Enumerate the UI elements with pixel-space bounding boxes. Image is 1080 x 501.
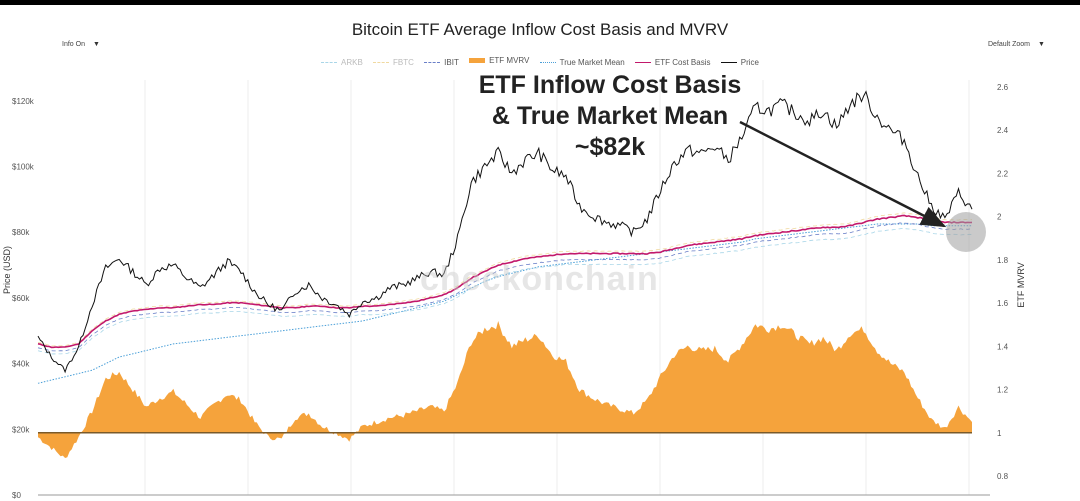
- highlight-circle: [946, 212, 986, 252]
- etf-mvrv-area: [38, 321, 972, 458]
- chevron-down-icon: ▼: [92, 41, 100, 48]
- legend-swatch: [424, 62, 441, 63]
- annotation-line-2: & True Market Mean: [491, 102, 729, 130]
- chart-legend: ARKB FBTC IBIT ETF MVRV True Market Mean…: [0, 56, 1080, 67]
- info-toggle-label: Info On: [62, 41, 85, 48]
- legend-label: Price: [740, 58, 759, 67]
- left-tick-label: $40k: [12, 360, 30, 369]
- legend-label: ETF MVRV: [489, 56, 530, 65]
- chart-title: Bitcoin ETF Average Inflow Cost Basis an…: [351, 20, 729, 39]
- info-toggle[interactable]: Info On ▼: [62, 41, 100, 48]
- left-tick-label: $60k: [12, 294, 30, 303]
- left-tick-label: $0: [12, 491, 21, 500]
- legend-label: FBTC: [393, 58, 414, 67]
- fbtc-line: [37, 212, 973, 347]
- legend-item-etf-mvrv[interactable]: ETF MVRV: [469, 56, 529, 65]
- legend-item-price[interactable]: Price: [720, 58, 759, 67]
- right-tick-label: 1.8: [997, 256, 1009, 265]
- left-axis: $0 $20k $40k $60k $80k $100k $120k: [12, 97, 35, 500]
- legend-swatch: [321, 62, 338, 63]
- legend-item-ibit[interactable]: IBIT: [424, 58, 459, 67]
- left-tick-label: $120k: [12, 97, 35, 106]
- left-tick-label: $20k: [12, 425, 30, 434]
- annotation: ETF Inflow Cost Basis & True Market Mean…: [440, 70, 780, 163]
- left-axis-title: Price (USD): [2, 246, 12, 294]
- left-tick-label: $80k: [12, 228, 30, 237]
- right-tick-label: 1.4: [997, 342, 1009, 351]
- right-axis-title: ETF MVRV: [1016, 262, 1026, 307]
- right-axis: 0.8 1 1.2 1.4 1.6 1.8 2 2.2 2.4 2.6: [997, 83, 1009, 481]
- top-bar: [0, 0, 1080, 5]
- legend-swatch: [720, 62, 737, 63]
- right-tick-label: 1.6: [997, 299, 1009, 308]
- right-tick-label: 0.8: [997, 472, 1009, 481]
- price-line: [37, 90, 973, 374]
- legend-item-etf-cost-basis[interactable]: ETF Cost Basis: [634, 58, 711, 67]
- legend-label: IBIT: [444, 58, 459, 67]
- zoom-select[interactable]: Default Zoom ▼: [988, 41, 1045, 48]
- right-tick-label: 1.2: [997, 386, 1009, 395]
- legend-swatch: [539, 62, 556, 63]
- legend-item-fbtc[interactable]: FBTC: [373, 58, 414, 67]
- left-tick-label: $100k: [12, 163, 35, 172]
- right-tick-label: 1: [997, 429, 1002, 438]
- annotation-arrow: [739, 120, 947, 228]
- right-tick-label: 2.6: [997, 83, 1009, 92]
- arkb-line: [37, 227, 973, 355]
- right-tick-label: 2.4: [997, 126, 1009, 135]
- legend-swatch: [634, 62, 651, 63]
- mvrv-layer: [38, 321, 972, 458]
- watermark: checkonchain: [420, 260, 659, 298]
- annotation-line-1: ETF Inflow Cost Basis: [478, 71, 742, 99]
- right-tick-label: 2: [997, 213, 1002, 222]
- legend-item-arkb[interactable]: ARKB: [321, 58, 363, 67]
- legend-label: ETF Cost Basis: [654, 58, 711, 67]
- lines-layer: [37, 90, 973, 384]
- etf-cost-basis-line: [37, 214, 973, 349]
- legend-swatch: [469, 58, 486, 63]
- ibit-line: [37, 222, 973, 352]
- annotation-line-3: ~$82k: [574, 133, 646, 161]
- legend-label: ARKB: [341, 58, 363, 67]
- zoom-select-label: Default Zoom: [988, 41, 1031, 48]
- chevron-down-icon: ▼: [1038, 41, 1045, 48]
- legend-item-true-market-mean[interactable]: True Market Mean: [539, 58, 625, 67]
- legend-label: True Market Mean: [559, 58, 625, 67]
- right-tick-label: 2.2: [997, 169, 1009, 178]
- legend-swatch: [373, 62, 390, 63]
